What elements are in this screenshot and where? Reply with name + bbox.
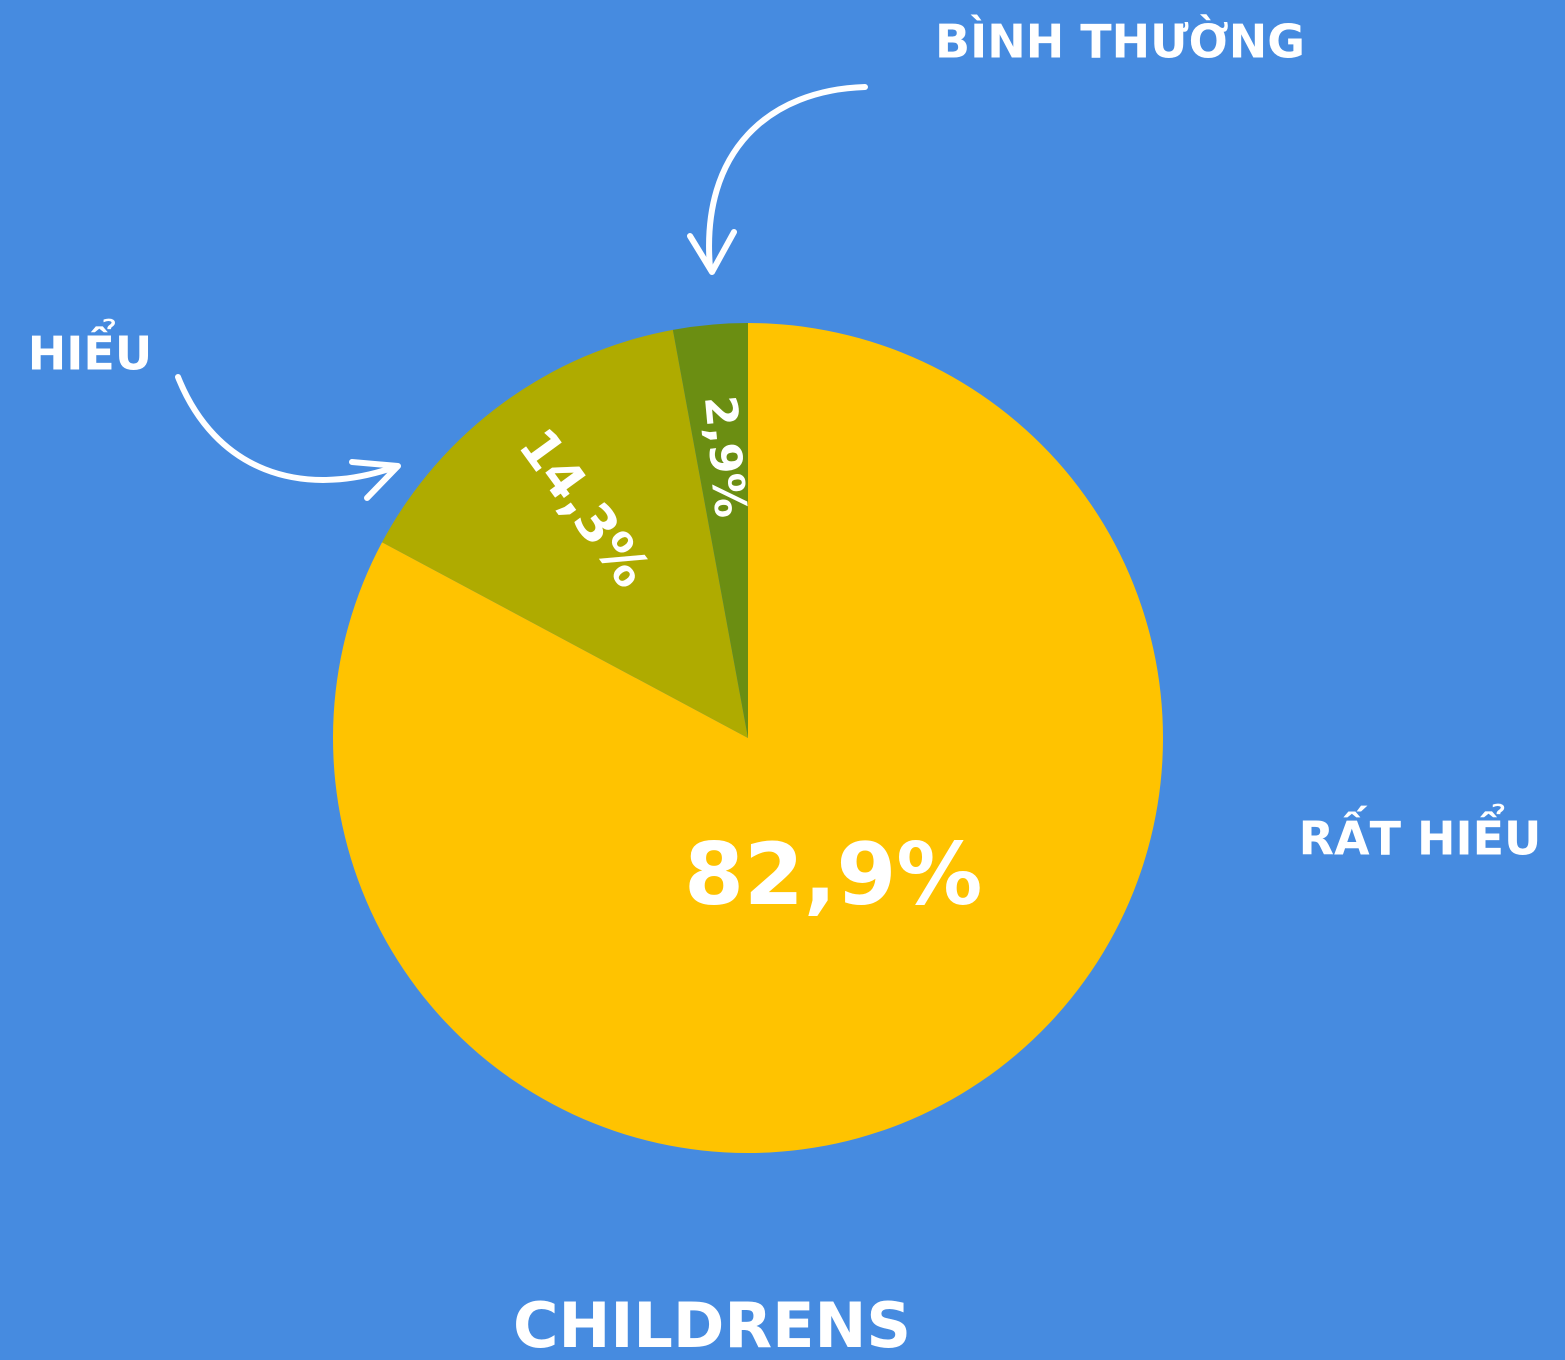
arrow (175, 374, 398, 483)
pie-slice (382, 329, 748, 738)
pie-slice (672, 323, 748, 738)
category-label: RẤT HIỂU (1299, 804, 1542, 866)
arrow (706, 84, 868, 271)
chart-title: CHILDRENS (513, 1289, 911, 1360)
category-label: HIỂU (28, 319, 152, 381)
pie (333, 323, 1163, 1153)
arrow-head (349, 459, 401, 501)
value-label: 2,9% (694, 394, 756, 520)
category-label: BÌNH THƯỜNG (935, 15, 1305, 69)
value-label: 82,9% (684, 825, 982, 925)
arrow-head (687, 229, 737, 275)
